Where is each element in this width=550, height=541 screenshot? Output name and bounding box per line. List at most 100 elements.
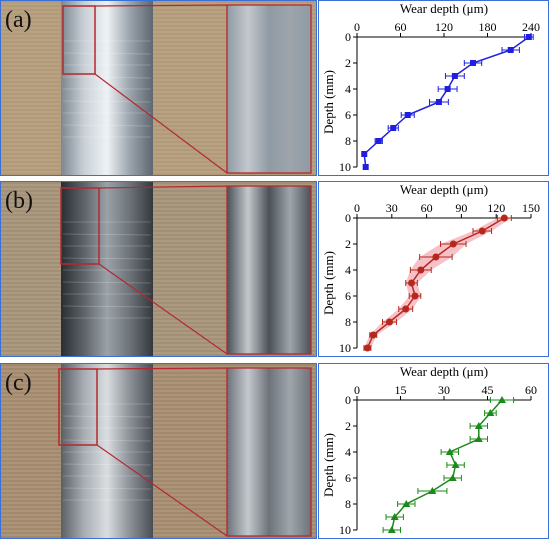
zoom-inset: [226, 4, 312, 174]
data-point: [507, 47, 514, 53]
wear-streak: [62, 76, 152, 79]
error-band: [363, 218, 512, 348]
x-tick-label: 0: [354, 383, 360, 397]
wear-streak: [62, 305, 152, 308]
wear-streak: [62, 463, 152, 466]
x-tick-label: 240: [522, 20, 540, 34]
x-tick-label: 150: [522, 201, 540, 215]
data-point: [387, 526, 396, 533]
data-point: [470, 60, 476, 66]
y-tick-label: 10: [339, 160, 351, 174]
data-point: [498, 396, 506, 403]
panel-label-c: (c): [5, 370, 32, 396]
x-axis-title: Wear depth (μm): [400, 364, 488, 379]
zoom-inset: [226, 185, 312, 355]
y-tick-label: 0: [345, 393, 351, 407]
photo-panel-c: (c): [0, 363, 317, 539]
y-tick-label: 6: [345, 471, 351, 485]
specimen-photo-a: [1, 1, 316, 175]
wear-streak: [62, 257, 152, 260]
data-point: [449, 240, 457, 248]
data-point: [478, 227, 486, 235]
photo-panel-a: (a): [0, 0, 317, 176]
x-tick-label: 120: [435, 20, 453, 34]
connector-line: [94, 4, 228, 7]
chart-panel-b: Wear depth (μm) Depth (mm) 0 30 60 90 120 150 0 2…: [318, 181, 549, 357]
x-tick-label: 15: [395, 383, 407, 397]
x-tick-label: 0: [354, 20, 360, 34]
x-axis-title: Wear depth (μm): [400, 1, 488, 16]
wear-streak: [62, 100, 152, 103]
data-point: [525, 34, 532, 40]
data-point: [448, 474, 457, 481]
highlight-box: [60, 187, 100, 265]
data-point: [500, 214, 508, 222]
chart-b: Wear depth (μm) Depth (mm) 0 30 60 90 120 150 0 2…: [321, 182, 540, 355]
data-point: [435, 99, 442, 105]
data-point: [445, 448, 454, 455]
specimen-photo-b: [1, 182, 316, 356]
highlight-box: [58, 368, 98, 446]
data-point: [369, 331, 377, 339]
y-tick-label: 0: [345, 211, 351, 225]
data-point: [390, 513, 399, 520]
y-axis-title: Depth (mm): [321, 433, 336, 497]
data-point: [385, 318, 393, 326]
chart-panel-c: Wear depth (μm) Depth (mm) 0 15 30 45 60 0 2 4 6 8 1…: [318, 363, 549, 539]
wear-streak: [62, 487, 152, 490]
panel-a: (a) Wear depth (μm) Depth (mm) 0 60 120 180 24…: [0, 0, 550, 177]
connector-line: [94, 73, 228, 174]
chart-a: Wear depth (μm) Depth (mm) 0 60 120 180 240 0 2 4…: [321, 1, 540, 174]
chart-panel-a: Wear depth (μm) Depth (mm) 0 60 120 180 240 0 2 4…: [318, 0, 549, 176]
connector-line: [98, 263, 228, 355]
data-point: [432, 253, 440, 261]
x-tick-label: 90: [455, 201, 467, 215]
y-tick-label: 4: [345, 263, 351, 277]
specimen-body: [61, 1, 153, 175]
y-axis-title: Depth (mm): [321, 70, 336, 134]
photo-panel-b: (b): [0, 181, 317, 357]
data-point: [411, 292, 419, 300]
y-tick-label: 4: [345, 445, 351, 459]
connector-line: [98, 185, 228, 189]
data-point: [474, 422, 483, 429]
data-point: [390, 125, 397, 131]
data-point: [375, 138, 382, 144]
panel-label-b: (b): [5, 188, 33, 214]
x-tick-label: 30: [438, 383, 450, 397]
y-tick-label: 6: [345, 289, 351, 303]
data-point: [451, 73, 458, 79]
wear-streak: [62, 415, 152, 418]
zoom-inset: [226, 367, 312, 537]
data-point: [361, 151, 368, 157]
y-tick-label: 6: [345, 108, 351, 122]
data-point: [474, 435, 483, 442]
connector-line: [96, 367, 228, 370]
data-point: [363, 344, 371, 352]
data-point: [404, 112, 411, 118]
x-tick-label: 30: [386, 201, 398, 215]
data-point: [451, 461, 460, 468]
series-line: [366, 217, 505, 349]
y-tick-label: 8: [345, 315, 351, 329]
data-point: [408, 279, 416, 287]
data-point: [428, 487, 437, 494]
connector-line: [96, 444, 228, 537]
x-tick-label: 60: [525, 383, 537, 397]
y-tick-label: 10: [339, 341, 351, 355]
y-tick-label: 4: [345, 82, 351, 96]
y-tick-label: 0: [345, 30, 351, 44]
data-point: [444, 86, 451, 92]
y-tick-label: 8: [345, 134, 351, 148]
y-tick-label: 2: [345, 56, 351, 70]
data-point: [402, 500, 411, 507]
panel-label-a: (a): [5, 7, 32, 33]
specimen-body: [61, 364, 153, 538]
wear-streak: [62, 439, 152, 442]
wear-streak: [62, 52, 152, 55]
x-tick-label: 0: [354, 201, 360, 215]
y-tick-label: 8: [345, 497, 351, 511]
wear-streak: [62, 281, 152, 284]
y-tick-label: 2: [345, 237, 351, 251]
panel-c: (c) Wear depth (μm) Depth (mm) 0 15 30 45 60 0 2…: [0, 363, 550, 540]
